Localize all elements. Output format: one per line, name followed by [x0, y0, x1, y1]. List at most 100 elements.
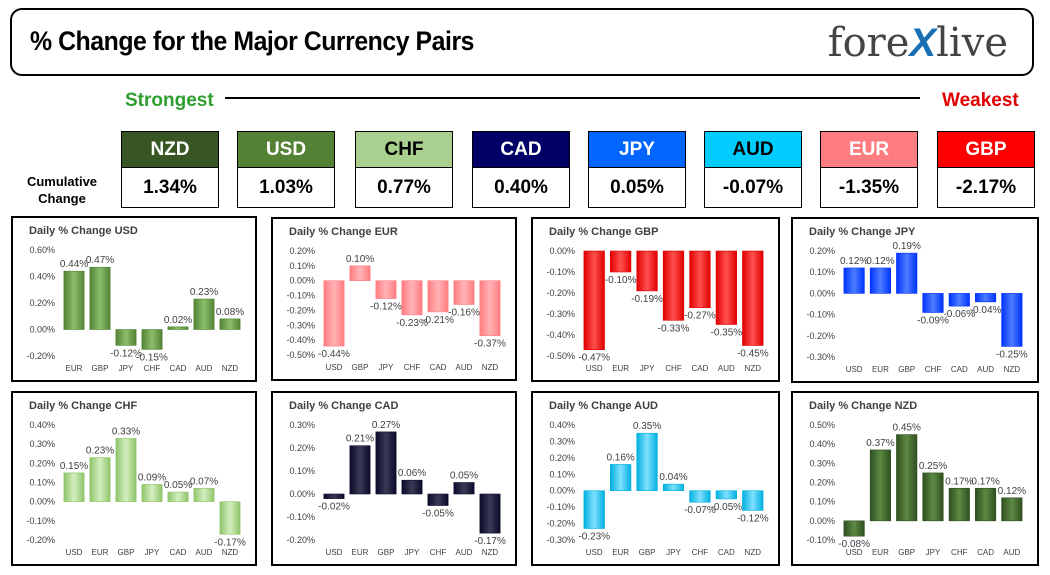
y-tick-label: -0.10% — [286, 291, 315, 301]
bar-chart: Daily % Change USD 0.60% 0.40% 0.20% 0.00% -0… — [26, 225, 244, 373]
y-tick-label: -0.20% — [806, 331, 835, 341]
y-tick-label: -0.30% — [546, 309, 575, 319]
chart-panel-2: Daily % Change GBP 0.00% -0.10% -0.20% -0.30… — [531, 217, 780, 382]
data-label: -0.35% — [711, 328, 743, 339]
data-label: 0.45% — [893, 423, 921, 434]
data-label: -0.23% — [396, 318, 428, 329]
bar-chf — [401, 280, 423, 316]
bar-jpy — [375, 280, 397, 299]
bar-cad — [427, 280, 449, 313]
y-tick-label: 0.00% — [289, 489, 315, 499]
y-tick-label: -0.20% — [286, 535, 315, 545]
chart-title: Daily % Change JPY — [809, 226, 916, 238]
x-tick-label: CAD — [691, 364, 708, 373]
bar-nzd — [219, 318, 241, 330]
x-tick-label: NZD — [482, 363, 499, 372]
data-label: -0.17% — [214, 537, 246, 548]
forexlive-logo: foreXlive — [828, 20, 1008, 66]
y-tick-label: -0.30% — [546, 535, 575, 545]
y-tick-label: 0.20% — [29, 298, 55, 308]
data-label: -0.37% — [474, 339, 506, 350]
x-tick-label: NZD — [745, 548, 762, 557]
bar-usd — [63, 472, 85, 502]
y-tick-label: 0.40% — [809, 439, 835, 449]
cumulative-value: 0.05% — [588, 168, 686, 208]
data-label: -0.12% — [110, 348, 142, 359]
y-tick-label: -0.20% — [546, 288, 575, 298]
currency-code: JPY — [588, 131, 686, 168]
bar-chf — [662, 250, 685, 321]
x-tick-label: AUD — [718, 364, 735, 373]
data-label: 0.02% — [164, 315, 192, 326]
y-tick-label: -0.40% — [286, 335, 315, 345]
bar-eur — [869, 267, 891, 294]
x-tick-label: USD — [326, 548, 343, 557]
data-label: 0.44% — [60, 259, 88, 270]
bar-eur — [610, 464, 632, 492]
x-tick-label: JPY — [926, 548, 941, 557]
currency-cell-nzd: NZD 1.34% — [121, 131, 219, 208]
data-label: -0.02% — [318, 502, 350, 513]
cumulative-change-label: Cumulative Change — [22, 173, 102, 207]
y-tick-label: 0.00% — [549, 486, 575, 496]
data-label: -0.12% — [370, 302, 402, 313]
y-tick-label: 0.00% — [809, 516, 835, 526]
strongest-label: Strongest — [125, 90, 214, 111]
bar-chf — [427, 493, 449, 506]
data-label: 0.21% — [346, 434, 374, 445]
bar-aud — [193, 298, 215, 330]
data-label: -0.05% — [422, 509, 454, 520]
bar-eur — [610, 250, 632, 273]
x-tick-label: GBP — [378, 548, 395, 557]
y-tick-label: 0.20% — [549, 453, 575, 463]
data-label: 0.19% — [893, 241, 921, 252]
y-tick-label: 0.10% — [809, 497, 835, 507]
y-tick-label: -0.10% — [546, 502, 575, 512]
x-tick-label: AUD — [977, 365, 994, 374]
data-label: 0.12% — [998, 486, 1026, 497]
chart-panel-1: Daily % Change EUR 0.20% 0.10% 0.00% -0.10% -… — [271, 217, 517, 381]
y-tick-label: 0.20% — [809, 246, 835, 256]
bar-gbp — [375, 431, 397, 495]
bar-cad — [948, 293, 970, 307]
y-tick-label: -0.40% — [546, 330, 575, 340]
currency-code: AUD — [704, 131, 802, 168]
y-tick-label: 0.20% — [289, 246, 315, 256]
data-label: -0.45% — [737, 349, 769, 360]
y-tick-label: 0.30% — [809, 458, 835, 468]
data-label: -0.10% — [605, 275, 637, 286]
chart-panel-0: Daily % Change USD 0.60% 0.40% 0.20% 0.00% -0… — [11, 216, 257, 382]
bar-usd — [583, 250, 605, 350]
logo-text-right: live — [936, 20, 1008, 66]
x-tick-label: NZD — [745, 364, 762, 373]
bar-chart: Daily % Change NZD 0.50% 0.40% 0.30% 0.20% 0.… — [806, 400, 1026, 557]
bar-cad — [167, 491, 189, 502]
x-tick-label: USD — [846, 548, 863, 557]
data-label: 0.35% — [633, 421, 661, 432]
cumulative-value: 0.40% — [472, 168, 570, 208]
y-tick-label: 0.00% — [809, 288, 835, 298]
bar-cad — [715, 490, 737, 500]
bar-chart: Daily % Change GBP 0.00% -0.10% -0.20% -0.30… — [546, 226, 769, 373]
bar-jpy — [401, 479, 423, 495]
bar-aud — [715, 250, 737, 325]
x-tick-label: CAD — [430, 363, 447, 372]
y-tick-label: 0.40% — [549, 420, 575, 430]
data-label: -0.25% — [996, 349, 1028, 360]
y-tick-label: 0.30% — [289, 420, 315, 430]
data-label: -0.27% — [684, 311, 716, 322]
bar-nzd — [479, 280, 501, 336]
cumulative-label-line2: Change — [38, 191, 86, 206]
chart-title: Daily % Change NZD — [809, 400, 917, 412]
x-tick-label: CHF — [951, 548, 968, 557]
x-tick-label: NZD — [1004, 365, 1021, 374]
x-tick-label: CAD — [718, 548, 735, 557]
y-tick-label: 0.30% — [549, 436, 575, 446]
x-tick-label: GBP — [898, 365, 915, 374]
chart-title: Daily % Change USD — [29, 225, 138, 237]
x-tick-label: AUD — [1003, 548, 1020, 557]
data-label: 0.05% — [450, 471, 478, 482]
data-label: -0.19% — [631, 294, 663, 305]
bar-gbp — [896, 252, 918, 294]
bar-nzd — [219, 501, 241, 535]
